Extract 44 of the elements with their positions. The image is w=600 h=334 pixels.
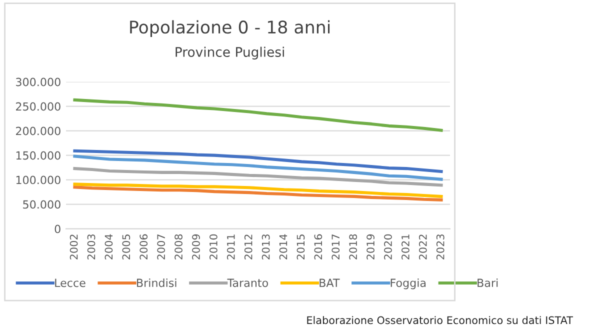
x-tick-label: 2023 bbox=[436, 234, 444, 260]
x-tick-label: 2012 bbox=[244, 234, 252, 260]
x-tick-label: 2019 bbox=[366, 234, 374, 260]
line-series bbox=[73, 167, 443, 187]
y-tick-label: 50.000 bbox=[23, 200, 60, 209]
y-tick-label: 250.000 bbox=[16, 102, 60, 111]
x-tick-label: 2009 bbox=[192, 234, 200, 260]
y-tick-label: 100.000 bbox=[16, 176, 60, 184]
x-tick-label: 2010 bbox=[210, 234, 218, 260]
x-tick-label: 2003 bbox=[87, 234, 96, 260]
x-tick-label: 2008 bbox=[174, 234, 182, 260]
y-tick-label: 0 bbox=[54, 224, 60, 234]
legend-label: Taranto bbox=[227, 278, 268, 288]
line-series bbox=[73, 182, 443, 198]
x-tick-label: 2017 bbox=[332, 234, 340, 260]
legend-label: Brindisi bbox=[137, 278, 176, 288]
y-tick-label: 200.000 bbox=[16, 126, 60, 136]
x-tick-label: 2011 bbox=[226, 234, 235, 260]
line-series bbox=[73, 149, 443, 174]
x-tick-label: 2020 bbox=[384, 234, 392, 260]
chart-subtitle: Province Pugliesi bbox=[176, 46, 284, 60]
line-series bbox=[73, 154, 443, 181]
x-tick-label: 2018 bbox=[349, 234, 358, 260]
x-tick-label: 2016 bbox=[314, 234, 322, 260]
legend-label: Lecce bbox=[55, 278, 86, 288]
x-tick-label: 2007 bbox=[157, 234, 166, 260]
line-series bbox=[73, 98, 443, 132]
x-tick-label: 2022 bbox=[418, 234, 427, 260]
x-tick-label: 2004 bbox=[104, 234, 113, 260]
text: Elaborazione Osservatorio Economico su dati ISTAT bbox=[307, 316, 574, 324]
legend-label: BAT bbox=[320, 278, 340, 287]
chart-title: Popolazione 0 - 18 anni bbox=[130, 20, 330, 38]
line-series bbox=[73, 186, 443, 202]
legend-label: Bari bbox=[478, 278, 498, 288]
x-tick-label: 2014 bbox=[279, 234, 288, 260]
x-tick-label: 2002 bbox=[70, 234, 78, 260]
x-tick-label: 2005 bbox=[122, 234, 130, 260]
y-tick-label: 150.000 bbox=[16, 151, 60, 160]
x-tick-label: 2006 bbox=[140, 234, 148, 260]
y-tick-label: 300.000 bbox=[16, 78, 60, 86]
legend-label: Foggia bbox=[390, 278, 426, 290]
x-tick-label: 2021 bbox=[402, 234, 410, 260]
x-tick-label: 2013 bbox=[262, 234, 270, 260]
x-tick-label: 2015 bbox=[296, 234, 305, 260]
